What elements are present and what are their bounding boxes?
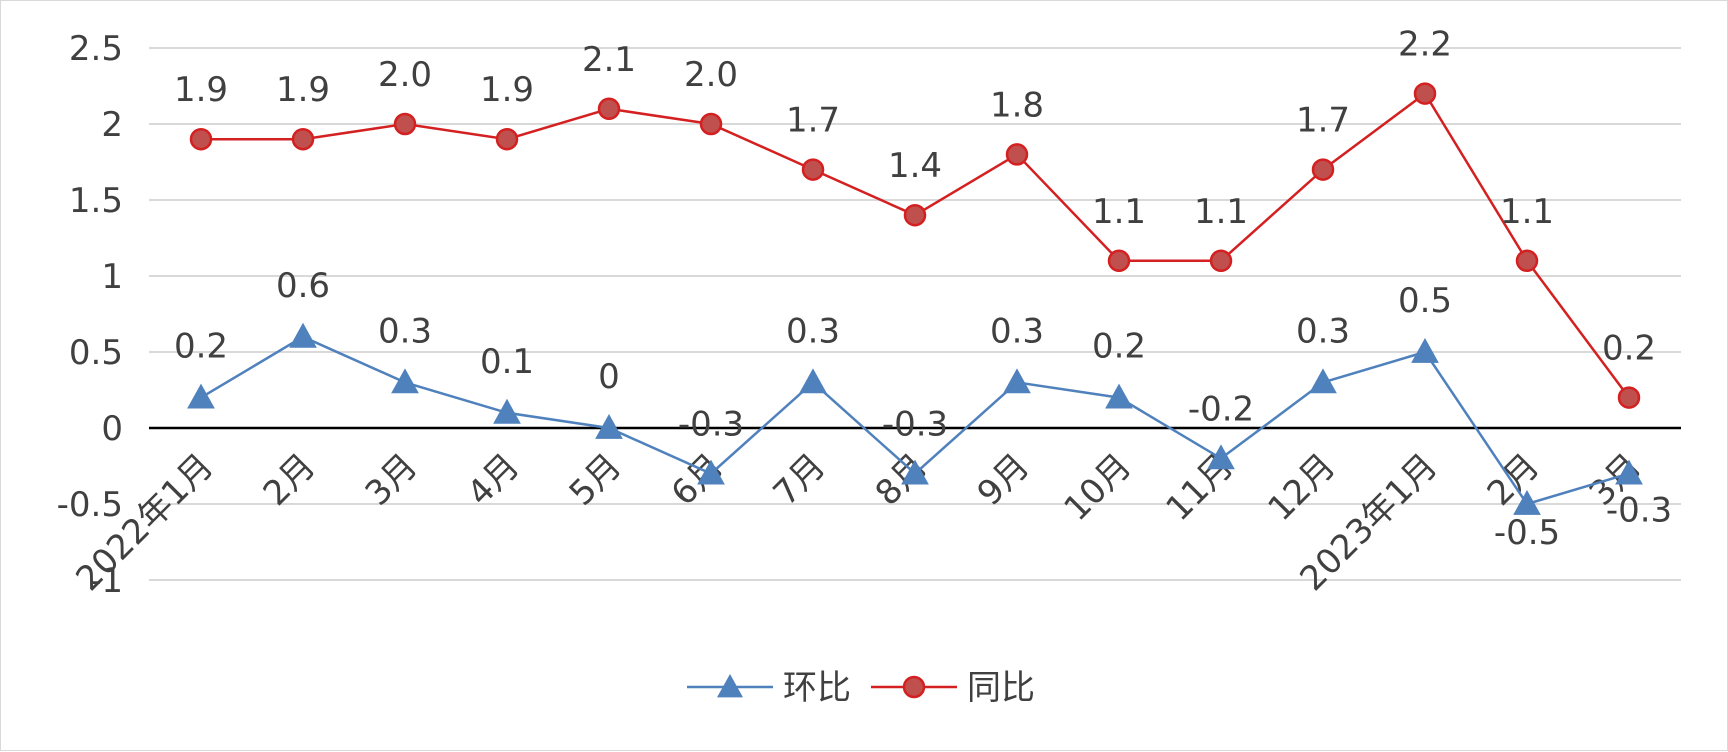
mom-data-label: 0.3 [378,311,432,351]
x-tick-label: 10月 [1056,446,1139,529]
mom-data-label: 0.5 [1398,281,1452,321]
yoy-data-point [1617,386,1641,409]
yoy-data-point [291,127,315,151]
yoy-data-label: 1.7 [1296,101,1350,141]
mom-data-point [901,459,929,485]
mom-data-point [799,368,827,394]
mom-data-point [493,398,521,424]
y-tick-label: 0.5 [69,333,123,373]
yoy-data-label: 1.9 [480,70,534,110]
legend-circle-icon [902,675,926,699]
yoy-data-point [393,112,417,136]
yoy-data-point [801,158,825,181]
mom-data-point [1615,459,1643,485]
mom-data-label: 0.3 [1296,311,1350,351]
yoy-data-label: 1.8 [990,85,1044,125]
yoy-data-label: 0.2 [1602,329,1656,369]
legend-entry-label: 同比 [967,668,1035,708]
yoy-data-point [1413,82,1437,105]
yoy-data-label: 1.9 [276,70,330,110]
mom-data-label: -0.5 [1494,513,1560,553]
mom-data-point [1105,383,1133,409]
legend-triangle-icon [717,674,743,698]
yoy-data-point [699,112,723,136]
yoy-data-label: 1.4 [888,146,942,186]
yoy-data-label: 2.0 [684,55,738,95]
x-tick-label: 11月 [1158,446,1241,529]
yoy-data-point [597,97,621,121]
mom-data-label: 0 [598,357,620,397]
yoy-data-label: 1.7 [786,101,840,141]
yoy-data-point [1107,249,1131,273]
y-tick-label: -0.5 [57,485,123,525]
mom-data-point [697,459,725,485]
mom-data-label: 0.2 [1092,327,1146,367]
yoy-data-point [903,203,927,227]
mom-data-label: -0.3 [678,405,744,445]
yoy-data-label: 1.1 [1500,192,1554,232]
mom-data-label: -0.3 [882,405,948,445]
x-tick-label: 12月 [1260,446,1343,529]
y-tick-label: -1 [89,561,123,601]
mom-data-point [1003,368,1031,394]
y-axis-tick-labels: 2.5 2 1.5 1 0.5 0 -0.5 -1 [57,29,123,601]
yoy-data-point [189,127,213,151]
mom-data-point [1309,368,1337,394]
y-tick-label: 2.5 [69,29,123,69]
mom-data-label: 0.3 [786,311,840,351]
yoy-data-label: 2.1 [582,40,636,80]
legend-entry-label: 环比 [783,668,851,708]
mom-data-label: -0.3 [1606,491,1672,531]
yoy-data-label: 2.0 [378,55,432,95]
mom-data-label: 0.1 [480,342,534,382]
mom-data-label: 0.3 [990,311,1044,351]
y-tick-label: 0 [101,409,123,449]
mom-data-point [595,413,623,439]
yoy-data-point [1209,249,1233,273]
y-tick-label: 2 [101,105,123,145]
data-labels: 0.2 0.6 0.3 0.1 0 -0.3 0.3 -0.3 0.3 0.2 -0.2 0.3 0.5… [174,25,1672,553]
yoy-data-point [495,127,519,151]
yoy-data-label: 1.1 [1092,192,1146,232]
mom-data-point [1513,489,1541,515]
mom-data-label: 0.6 [276,266,330,306]
yoy-data-label: 1.1 [1194,192,1248,232]
mom-data-point [1207,444,1235,470]
y-tick-label: 1.5 [69,181,123,221]
y-tick-label: 1 [101,257,123,297]
mom-data-point [1411,337,1439,363]
series-lines [187,82,1643,515]
yoy-data-point [1515,249,1539,273]
mom-data-point [187,383,215,409]
yoy-data-label: 2.2 [1398,25,1452,65]
mom-data-point [289,322,317,348]
mom-data-label: 0.2 [174,327,228,367]
yoy-data-label: 1.9 [174,70,228,110]
mom-data-label: -0.2 [1188,389,1254,429]
mom-data-point [391,368,419,394]
legend: 环比 同比 [687,668,1035,708]
yoy-data-point [1311,158,1335,181]
yoy-data-point [1005,143,1029,166]
